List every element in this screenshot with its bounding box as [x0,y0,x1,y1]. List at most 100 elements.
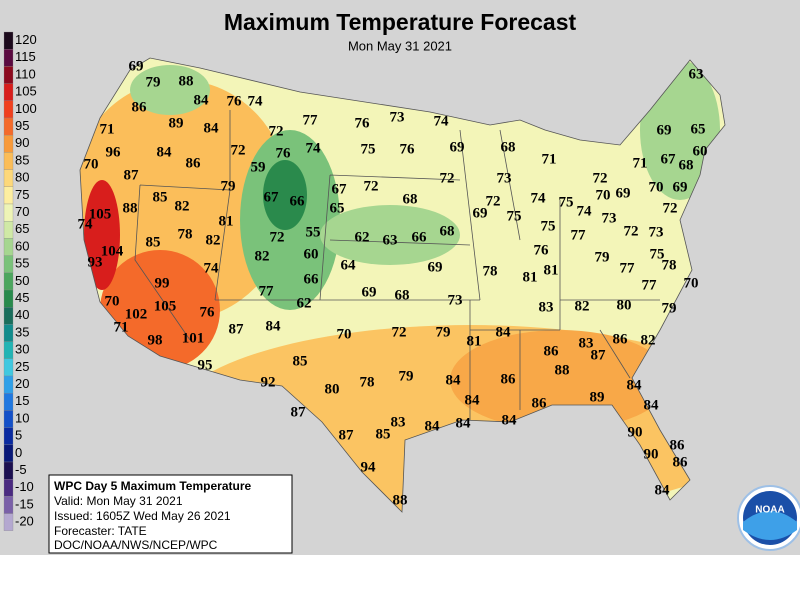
temperature-label: 69 [362,284,377,300]
temperature-label: 86 [132,99,148,115]
temperature-label: 73 [390,109,405,125]
temperature-label: 67 [332,181,348,197]
temperature-label: 68 [679,157,694,173]
temperature-label: 86 [673,454,689,470]
scale-label: -10 [15,479,34,494]
temperature-label: 85 [146,234,161,250]
temperature-label: 98 [148,332,163,348]
scale-label: 0 [15,445,22,460]
color-scale: 1201151101051009590858075706560555045403… [3,31,37,531]
temperature-label: 66 [412,229,428,245]
scale-label: 30 [15,342,29,357]
temperature-label: 68 [395,287,410,303]
scale-swatch [3,100,14,119]
temperature-label: 83 [391,414,406,430]
temperature-label: 77 [571,227,587,243]
temperature-label: 70 [84,156,99,172]
temperature-label: 81 [523,269,538,285]
temperature-label: 66 [290,193,306,209]
scale-label: -15 [15,496,34,511]
temperature-label: 76 [400,141,416,157]
temperature-label: 105 [154,298,177,314]
temperature-label: 79 [662,300,677,316]
info-valid: Valid: Mon May 31 2021 [54,494,183,508]
temperature-label: 84 [496,324,512,340]
temperature-label: 85 [293,353,308,369]
scale-swatch [3,410,14,428]
temperature-label: 59 [251,159,266,175]
noaa-logo: NOAA [737,485,800,551]
temperature-label: 79 [595,249,610,265]
temperature-label: 74 [434,113,450,129]
scale-swatch [3,83,14,101]
temperature-label: 84 [446,372,462,388]
scale-label: 85 [15,152,29,167]
temperature-label: 64 [341,257,357,273]
temperature-label: 82 [641,332,656,348]
logo-text: NOAA [755,505,784,516]
temperature-label: 77 [642,277,658,293]
scale-label: 120 [15,32,37,47]
temperature-label: 60 [693,143,708,159]
temperature-label: 84 [655,482,671,498]
scale-swatch [3,272,14,291]
scale-swatch [3,393,14,411]
info-agency: DOC/NOAA/NWS/NCEP/WPC [54,538,218,552]
temperature-label: 88 [179,73,194,89]
info-issued: Issued: 1605Z Wed May 26 2021 [54,509,231,523]
temperature-label: 99 [155,275,170,291]
temperature-label: 62 [297,295,312,311]
temperature-label: 74 [531,190,547,206]
temperature-label: 72 [624,223,639,239]
info-heading: WPC Day 5 Maximum Temperature [54,479,251,493]
scale-swatch [3,186,14,205]
temperature-label: 84 [465,392,481,408]
temperature-label: 85 [376,426,391,442]
temperature-label: 88 [393,492,408,508]
temperature-label: 84 [644,397,660,413]
temperature-label: 74 [204,260,220,276]
scale-swatch [3,375,14,394]
scale-label: 15 [15,393,29,408]
temperature-label: 74 [306,140,322,156]
scale-label: 35 [15,324,29,339]
temperature-label: 69 [129,58,144,74]
scale-label: 10 [15,410,29,425]
temperature-label: 62 [355,229,370,245]
scale-swatch [3,358,14,377]
temperature-label: 79 [146,74,161,90]
temperature-label: 77 [620,260,636,276]
scale-label: 90 [15,135,29,150]
temperature-label: 89 [590,389,605,405]
temperature-label: 84 [204,120,220,136]
temperature-label: 71 [100,121,115,137]
scale-label: 100 [15,101,37,116]
temperature-label: 76 [276,145,292,161]
temperature-label: 82 [255,248,270,264]
temperature-label: 78 [178,226,193,242]
temperature-label: 83 [539,299,554,315]
temperature-label: 69 [673,179,688,195]
temperature-label: 84 [266,318,282,334]
temperature-label: 81 [467,333,482,349]
temperature-label: 72 [663,200,678,216]
scale-label: -5 [15,462,27,477]
temperature-label: 68 [403,191,418,207]
temperature-label: 101 [182,330,205,346]
scale-label: 115 [15,49,36,64]
temperature-label: 77 [259,283,275,299]
temperature-label: 69 [428,259,443,275]
temperature-label: 70 [649,179,664,195]
scale-swatch [3,152,14,170]
temperature-label: 86 [186,155,202,171]
scale-swatch [3,31,14,50]
scale-label: 75 [15,187,29,202]
temperature-label: 70 [684,275,699,291]
temperature-label: 86 [670,437,686,453]
temperature-label: 93 [88,254,103,270]
temperature-label: 72 [392,324,407,340]
scale-swatch [3,479,14,497]
temperature-label: 69 [616,185,631,201]
